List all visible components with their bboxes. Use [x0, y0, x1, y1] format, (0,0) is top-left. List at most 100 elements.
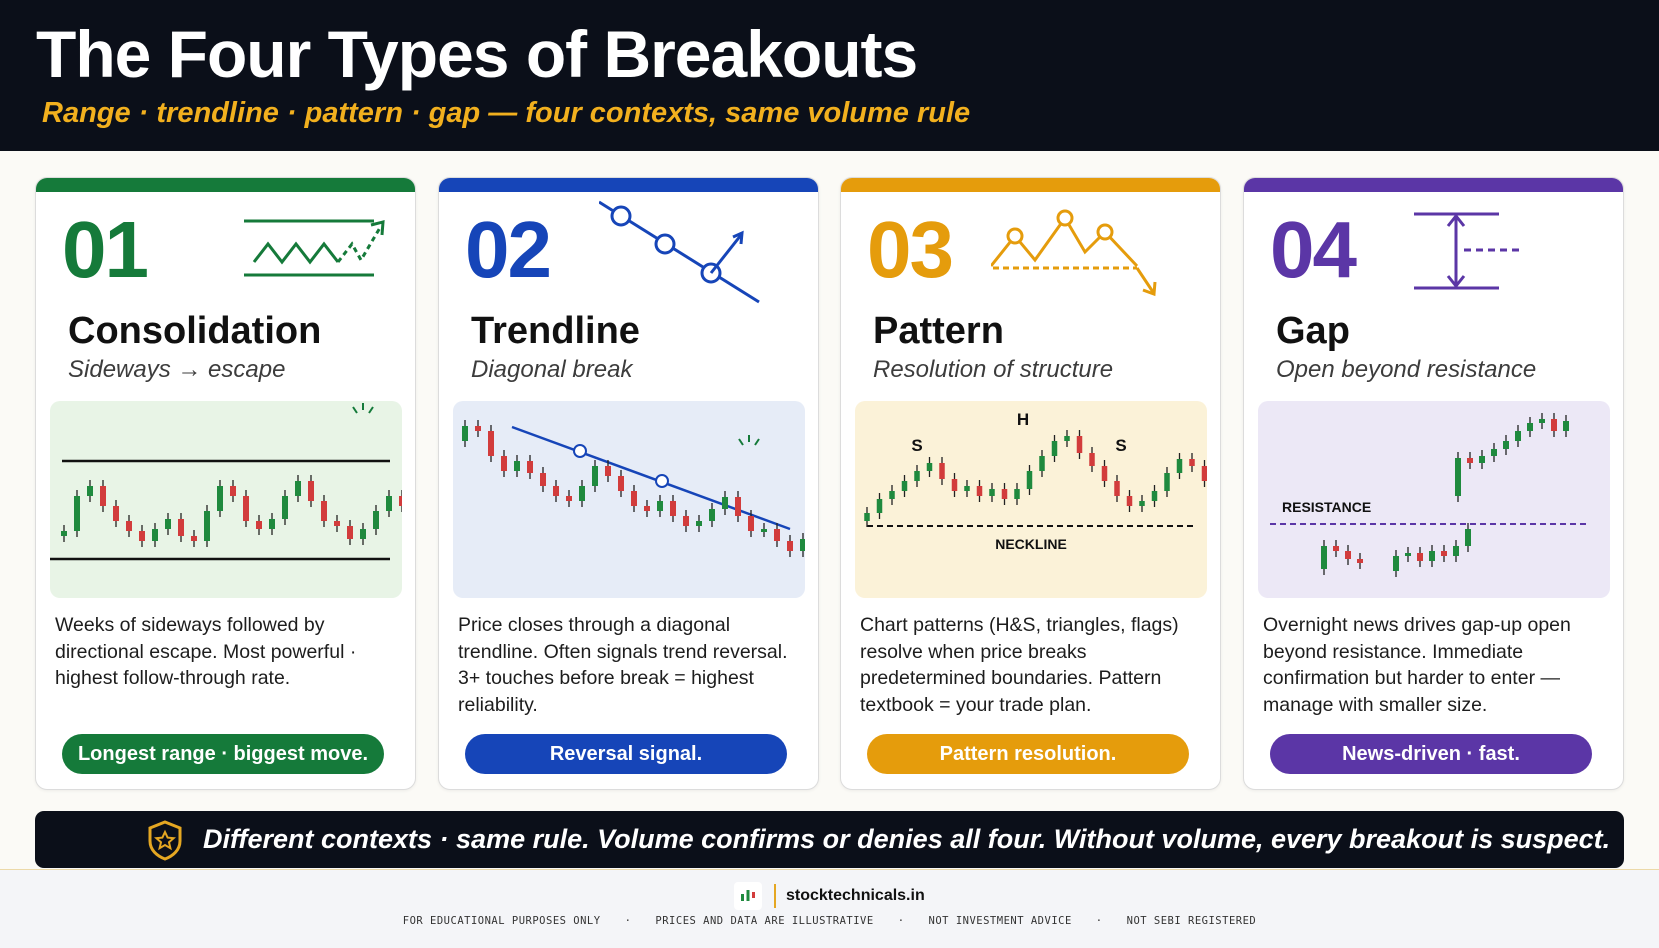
candle-body — [1014, 489, 1020, 499]
candle-body — [1126, 496, 1133, 506]
card-pill: Pattern resolution. — [867, 734, 1189, 774]
card-tagline: Sideways → escape — [68, 356, 286, 383]
card-title: Consolidation — [68, 310, 322, 352]
card-number: 02 — [465, 205, 552, 294]
candle-body — [501, 456, 507, 471]
resistance-label: RESISTANCE — [1282, 499, 1371, 515]
candle-body — [800, 539, 805, 551]
card-accent-bar — [439, 178, 818, 192]
candle-body — [113, 506, 119, 521]
candle-body — [787, 541, 793, 551]
candle-body — [964, 486, 970, 491]
candle-body — [1491, 449, 1497, 456]
candle-body — [514, 461, 520, 471]
candle-body — [722, 497, 728, 509]
candle-body — [204, 511, 210, 541]
card-description: Chart patterns (H&S, triangles, flags) r… — [860, 614, 1179, 716]
pattern-chart: S H S NECKLINE — [855, 401, 1207, 598]
candle-body — [1527, 423, 1533, 431]
candle-body — [605, 466, 611, 476]
breakout-burst-icon — [352, 403, 374, 414]
trendline-chart — [453, 401, 805, 598]
candle-body — [178, 519, 184, 536]
candle-body — [1321, 546, 1327, 569]
candle-body — [1539, 419, 1545, 423]
candle-body — [1417, 553, 1423, 561]
candle-body — [1176, 459, 1183, 473]
candle-body — [308, 481, 314, 501]
candle-body — [1151, 491, 1158, 501]
card-description: Price closes through a diagonal trendlin… — [458, 614, 788, 716]
candle-body — [1429, 551, 1435, 561]
candle-body — [657, 501, 663, 511]
candle-body — [1114, 481, 1120, 496]
card-title: Gap — [1276, 310, 1350, 352]
consolidation-chart — [50, 401, 402, 598]
candle-body — [1189, 459, 1195, 466]
candle-body — [889, 491, 895, 499]
head-and-shoulders-icon — [991, 209, 1157, 297]
candle-body — [475, 426, 481, 431]
candle-body — [1026, 471, 1033, 489]
brand-separator — [774, 884, 776, 908]
candle-body — [1467, 458, 1473, 463]
candle-body — [1064, 436, 1070, 441]
card-accent-bar — [841, 178, 1220, 192]
brand: stocktechnicals.in — [734, 882, 925, 910]
zigzag-range-breakout-icon — [244, 219, 385, 277]
page-subtitle: Range · trendline · pattern · gap — four… — [42, 97, 971, 129]
candle-body — [295, 481, 301, 496]
candle-body — [748, 516, 754, 531]
card-description: Weeks of sideways followed by directiona… — [55, 614, 357, 689]
disclaimer-illustrative: PRICES AND DATA ARE ILLUSTRATIVE — [655, 915, 874, 927]
page-title: The Four Types of Breakouts — [36, 17, 918, 91]
card-title: Pattern — [873, 310, 1004, 352]
candle-body — [1051, 441, 1058, 456]
card-trendline: 02 Trendline Diagonal break Price closes… — [438, 177, 819, 790]
footer-divider — [0, 869, 1659, 870]
card-gap: 04 Gap Open beyond resistance RESISTANCE… — [1243, 177, 1624, 790]
candle-body — [696, 521, 702, 526]
card-accent-bar — [36, 178, 415, 192]
candle-body — [87, 486, 93, 496]
trendline-touch-marker — [655, 474, 669, 488]
candle-body — [269, 519, 275, 529]
candle-body — [709, 509, 715, 521]
candle-body — [1563, 421, 1569, 431]
candle-body — [386, 496, 392, 511]
candle-body — [1164, 473, 1170, 491]
candle-body — [1201, 466, 1207, 481]
card-pill: Reversal signal. — [465, 734, 787, 774]
banner-text: Different contexts · same rule. Volume c… — [203, 824, 1611, 854]
candle-body — [1503, 441, 1509, 449]
card-number: 04 — [1270, 205, 1357, 294]
candle-body — [670, 501, 676, 516]
right-shoulder-label: S — [1115, 436, 1126, 455]
candle-body — [1515, 431, 1521, 441]
candle-body — [230, 486, 236, 496]
card-pill: News-driven · fast. — [1270, 734, 1592, 774]
candle-body — [61, 531, 67, 536]
candle-body — [152, 529, 158, 541]
neckline-label: NECKLINE — [995, 536, 1067, 552]
candle-body — [126, 521, 132, 531]
candle-body — [1039, 456, 1045, 471]
candle-body — [347, 526, 353, 539]
card-accent-bar — [1244, 178, 1623, 192]
card-tagline: Open beyond resistance — [1276, 356, 1537, 383]
card-tagline: Resolution of structure — [873, 356, 1114, 383]
candle-body — [914, 471, 920, 481]
candle-body — [1139, 501, 1145, 506]
candle-body — [1345, 551, 1351, 559]
candle-body — [243, 496, 249, 521]
candle-body — [864, 513, 870, 521]
gap-chart: RESISTANCE — [1258, 401, 1610, 598]
candle-body — [1076, 436, 1083, 453]
candle-body — [989, 489, 995, 496]
candle-body — [74, 496, 80, 531]
candle-body — [191, 536, 197, 541]
card-number: 01 — [62, 205, 149, 294]
card-consolidation: 01 Consolidation Sideways → escape Weeks… — [35, 177, 416, 790]
disclaimer-not-sebi: NOT SEBI REGISTERED — [1126, 915, 1257, 927]
candle-body — [774, 529, 780, 541]
